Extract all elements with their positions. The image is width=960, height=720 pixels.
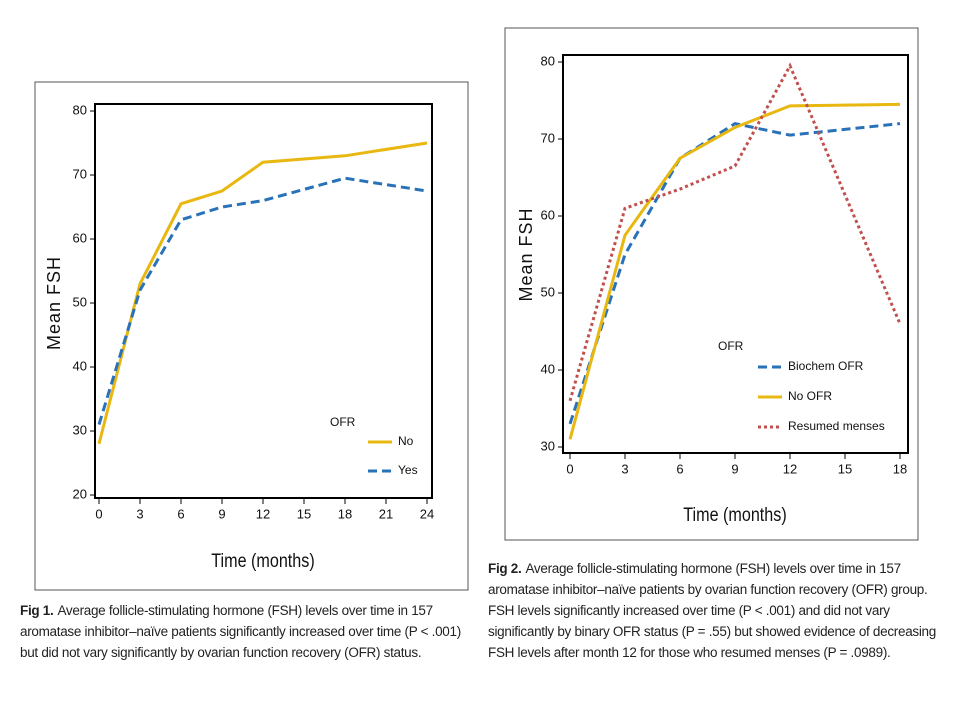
y-axis-label: Mean FSH	[44, 256, 64, 350]
y-tick-label: 70	[541, 130, 555, 145]
y-tick-label: 70	[73, 166, 87, 181]
y-tick-label: 50	[541, 284, 555, 299]
caption-label: Fig 1.	[20, 603, 54, 618]
y-tick-label: 50	[73, 294, 87, 309]
x-tick-label: 3	[136, 506, 143, 521]
x-tick-label: 6	[177, 506, 184, 521]
y-tick-label: 40	[73, 358, 87, 373]
x-tick-label: 3	[621, 461, 628, 476]
legend-label: Resumed menses	[788, 419, 885, 433]
caption-text: Average follicle-stimulating hormone (FS…	[20, 603, 461, 660]
x-tick-label: 0	[566, 461, 573, 476]
x-tick-label: 9	[218, 506, 225, 521]
x-tick-label: 12	[256, 506, 270, 521]
series-line	[97, 176, 428, 426]
y-tick-label: 60	[73, 230, 87, 245]
y-tick-label: 80	[541, 53, 555, 68]
caption-label: Fig 2.	[488, 561, 522, 576]
y-tick-label: 40	[541, 361, 555, 376]
x-tick-label: 18	[893, 461, 907, 476]
legend-label: Yes	[398, 463, 418, 477]
x-tick-label: 12	[783, 461, 797, 476]
caption: Fig 2. Average follicle-stimulating hormo…	[488, 558, 943, 663]
series-line	[97, 141, 428, 445]
x-tick-label: 15	[838, 461, 852, 476]
x-tick-label: 0	[95, 506, 102, 521]
x-tick-label: 21	[379, 506, 393, 521]
y-tick-label: 30	[73, 422, 87, 437]
caption-text: Average follicle-stimulating hormone (FS…	[488, 561, 936, 660]
series-line	[568, 122, 901, 425]
y-tick-label: 60	[541, 207, 555, 222]
figure-frame	[34, 81, 469, 591]
legend-title: OFR	[330, 415, 356, 429]
x-axis-label: Time (months)	[683, 504, 786, 526]
x-axis-label: Time (months)	[211, 550, 314, 572]
x-tick-label: 24	[420, 506, 434, 521]
x-tick-label: 15	[297, 506, 311, 521]
series-line	[568, 62, 902, 402]
y-tick-label: 20	[73, 486, 87, 501]
y-tick-label: 30	[541, 438, 555, 453]
caption: Fig 1. Average follicle-stimulating hormo…	[20, 600, 470, 663]
x-tick-label: 6	[676, 461, 683, 476]
x-tick-label: 18	[338, 506, 352, 521]
x-tick-label: 9	[731, 461, 738, 476]
figure-frame	[504, 27, 919, 541]
y-axis-label: Mean FSH	[516, 207, 536, 301]
plot-frame	[562, 54, 909, 454]
legend-label: No OFR	[788, 389, 832, 403]
y-tick-label: 80	[73, 102, 87, 117]
legend-label: Biochem OFR	[788, 359, 864, 373]
legend-label: No	[398, 434, 414, 448]
legend-title: OFR	[718, 339, 744, 353]
